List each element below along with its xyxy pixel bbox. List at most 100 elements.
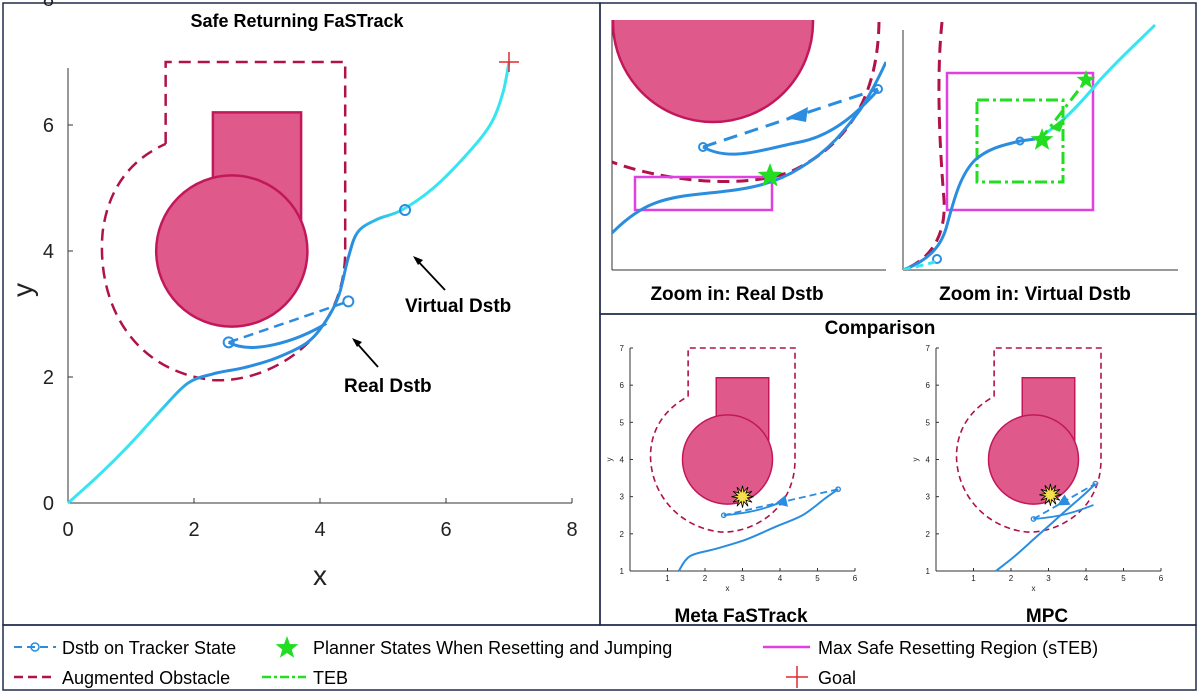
zoom-virtual-start-marker [932, 254, 942, 264]
meta-dstb-end-marker [835, 486, 842, 493]
mpc-augmented-obstacle [955, 347, 1102, 533]
obstacle-join [214, 199, 278, 208]
virtual-dstb-marker [399, 204, 412, 217]
main-ytick-label: 6 [43, 115, 54, 137]
mpc-xtick-label: 3 [1046, 574, 1051, 583]
svg-text:Goal: Goal [818, 668, 856, 688]
mpc-ytick-label: 4 [926, 456, 931, 465]
svg-text:Augmented Obstacle: Augmented Obstacle [62, 668, 230, 688]
svg-text:TEB: TEB [313, 668, 348, 688]
obstacle [154, 111, 309, 328]
main-ytick-label: 0 [43, 493, 54, 515]
zoom-virtual-trajectory [903, 137, 1036, 270]
zoom-virtual-planner-star-jump [1076, 70, 1096, 89]
main-xtick-label: 6 [440, 519, 451, 541]
mpc-xtick-label: 4 [1084, 574, 1089, 583]
mpc-ytick-label: 3 [926, 493, 931, 502]
real-dstb-label: Real Dstb [344, 376, 432, 397]
zoom-real-dstb-start-marker [698, 142, 708, 152]
mpc-collision-icon [1039, 483, 1062, 506]
meta-xlabel: x [726, 584, 730, 593]
meta-xtick-label: 1 [665, 574, 670, 583]
meta-ytick-label: 2 [620, 530, 625, 539]
comparison-title: Comparison [825, 318, 936, 339]
meta-obstacle-join [717, 428, 755, 435]
zoom-real-planner-star [757, 163, 783, 187]
comparison-meta-fastrack: 1 2 3 4 5 6 1 2 3 4 5 6 7 x y [605, 344, 858, 593]
main-xtick-label: 8 [566, 519, 577, 541]
main-ytick-label: 4 [43, 241, 54, 263]
real-dstb-start-marker [222, 336, 235, 349]
real-dstb-arrow [228, 300, 349, 344]
virtual-dstb-pointer [414, 257, 446, 291]
real-dstb-pointer-head [352, 338, 362, 347]
mpc-ytick-label: 7 [926, 344, 931, 353]
meta-obstacle-circle [681, 414, 774, 505]
zoom-virtual-augmented-obstacle [903, 21, 946, 270]
real-dstb-reset-curve [227, 322, 328, 349]
svg-text:Max Safe Resetting Region (sTE: Max Safe Resetting Region (sTEB) [818, 638, 1098, 658]
mpc-xtick-label: 2 [1009, 574, 1014, 583]
comparison-right-title: MPC [1026, 606, 1069, 627]
mpc-trajectory [995, 482, 1097, 572]
meta-ytick-label: 7 [620, 344, 625, 353]
comparison-left-title: Meta FaSTrack [674, 606, 807, 627]
real-dstb-end-marker [342, 295, 355, 308]
zoom-virtual-trajectory-light [1034, 23, 1157, 141]
zoom-virtual-jump-head [1050, 117, 1066, 132]
main-ylabel: y [7, 283, 38, 297]
meta-ytick-label: 5 [620, 418, 625, 427]
legend-item-max-region: Max Safe Resetting Region (sTEB) [763, 638, 1098, 658]
zoom-virtual-teb [975, 98, 1065, 184]
mpc-xlabel: x [1032, 584, 1036, 593]
meta-xtick-label: 3 [740, 574, 745, 583]
zoom-real-panel: Zoom in: Real Dstb [611, 20, 886, 305]
legend-item-teb: TEB [262, 668, 348, 688]
zoom-real-dstb-arrowhead [786, 107, 808, 122]
zoom-virtual-planner-star [1030, 128, 1054, 150]
legend-item-dstb: Dstb on Tracker State [14, 638, 236, 658]
meta-collision-icon [731, 485, 754, 508]
zoom-virtual-start-dash [903, 260, 936, 270]
mpc-ylabel: y [911, 458, 920, 462]
svg-text:Planner States When Resetting: Planner States When Resetting and Jumpin… [313, 638, 672, 658]
main-xtick-label: 0 [62, 519, 73, 541]
meta-xtick-label: 6 [853, 574, 858, 583]
obstacle-circle [154, 174, 309, 328]
mpc-ytick-label: 5 [926, 418, 931, 427]
main-xlabel: x [313, 560, 327, 591]
meta-ytick-label: 1 [620, 567, 625, 576]
zoom-real-trajectory-branch [702, 88, 880, 156]
main-xtick-label: 4 [314, 519, 325, 541]
zoom-real-obstacle [612, 20, 815, 124]
tracker-trajectory [67, 61, 511, 505]
mpc-ytick-label: 2 [926, 530, 931, 539]
mpc-xtick-label: 6 [1159, 574, 1164, 583]
meta-xtick-label: 4 [778, 574, 783, 583]
meta-xtick-label: 2 [703, 574, 708, 583]
legend: Dstb on Tracker State Planner States Whe… [14, 636, 1098, 688]
zoom-virtual-panel: Zoom in: Virtual Dstb [902, 21, 1178, 305]
mpc-obstacle-circle [987, 414, 1080, 505]
legend-item-goal: Goal [786, 666, 856, 688]
legend-star-icon [275, 636, 299, 658]
meta-trajectory [677, 488, 839, 572]
zoom-real-title: Zoom in: Real Dstb [650, 284, 823, 305]
virtual-dstb-pointer-head [413, 256, 423, 265]
svg-text:Dstb on Tracker State: Dstb on Tracker State [62, 638, 236, 658]
mpc-obstacle-join [1023, 428, 1061, 435]
zoom-virtual-max-region [945, 71, 1095, 212]
legend-item-planner: Planner States When Resetting and Jumpin… [275, 636, 672, 658]
mpc-ytick-label: 1 [926, 567, 931, 576]
mpc-dstb-start-marker [1030, 516, 1037, 522]
goal-marker [499, 52, 519, 72]
mpc-dstb-arrowhead [1057, 494, 1071, 506]
meta-augmented-obstacle [649, 347, 796, 533]
main-xtick-label: 2 [188, 519, 199, 541]
meta-xtick-label: 5 [815, 574, 820, 583]
main-title: Safe Returning FaSTrack [190, 11, 404, 31]
meta-ytick-label: 4 [620, 456, 625, 465]
mpc-reset-curve [1033, 504, 1094, 520]
